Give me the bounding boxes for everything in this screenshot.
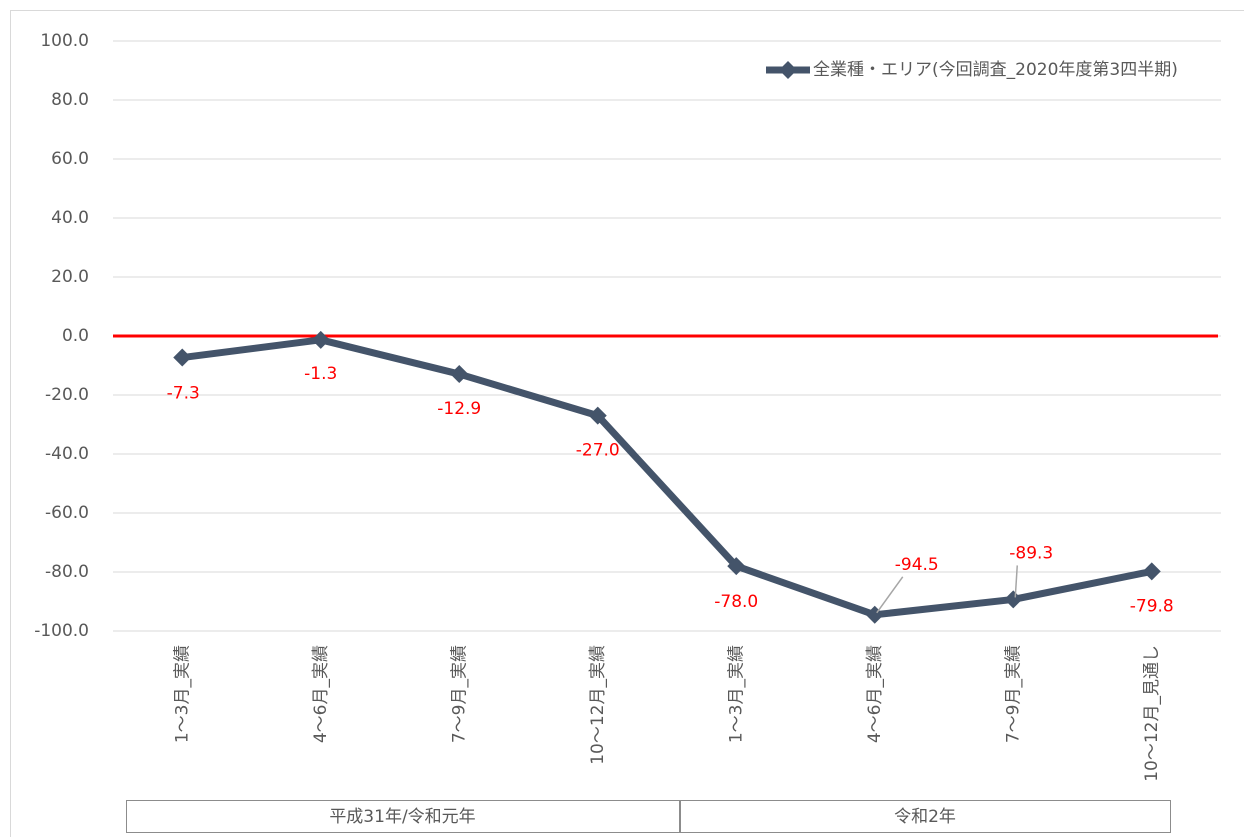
y-tick-label: -60.0	[45, 503, 89, 523]
x-tick-label: 4～6月_実績	[311, 645, 331, 743]
series-line	[181, 336, 1153, 619]
y-tick-label: -40.0	[45, 444, 89, 464]
group-box	[680, 800, 1171, 833]
marker	[1142, 562, 1161, 581]
group-label: 令和2年	[894, 807, 956, 827]
group-label: 平成31年/令和元年	[329, 807, 475, 827]
data-label: -7.3	[167, 384, 200, 404]
marker	[1004, 590, 1023, 609]
group-box	[126, 800, 680, 833]
leader-line	[876, 576, 904, 614]
x-tick-label: 7～9月_実績	[1003, 645, 1023, 743]
data-label: -27.0	[576, 441, 620, 461]
marker	[173, 348, 192, 367]
x-tick-label: 4～6月_実績	[865, 645, 885, 743]
y-tick-label: 40.0	[51, 208, 89, 228]
y-tick-label: -100.0	[34, 621, 89, 641]
x-tick-label: 10～12月_実績	[588, 645, 608, 765]
x-tick-label: 1～3月_実績	[726, 645, 746, 743]
data-label: -94.5	[895, 555, 939, 575]
x-tick-label: 10～12月_見通し	[1142, 645, 1162, 782]
y-tick-label: -20.0	[45, 385, 89, 405]
x-tick-label: 7～9月_実績	[449, 645, 469, 743]
y-tick-label: -80.0	[45, 562, 89, 582]
legend-marker	[779, 61, 797, 79]
data-label: -12.9	[437, 399, 481, 419]
x-tick-label: 1～3月_実績	[172, 645, 192, 743]
y-tick-label: 20.0	[51, 267, 89, 287]
data-label: -78.0	[714, 592, 758, 612]
data-label: -1.3	[304, 364, 337, 384]
marker	[311, 330, 330, 349]
data-label: -89.3	[1009, 543, 1053, 563]
y-tick-label: 100.0	[40, 31, 89, 51]
leader-line	[1014, 565, 1018, 598]
y-tick-label: 0.0	[62, 326, 89, 346]
marker	[865, 605, 884, 624]
legend-label: 全業種・エリア(今回調査_2020年度第3四半期)	[813, 60, 1178, 80]
y-tick-label: 60.0	[51, 149, 89, 169]
marker	[727, 557, 746, 576]
y-tick-label: 80.0	[51, 90, 89, 110]
chart-border	[10, 10, 1244, 837]
marker	[450, 365, 469, 384]
data-label: -79.8	[1130, 596, 1174, 616]
marker	[588, 406, 607, 425]
